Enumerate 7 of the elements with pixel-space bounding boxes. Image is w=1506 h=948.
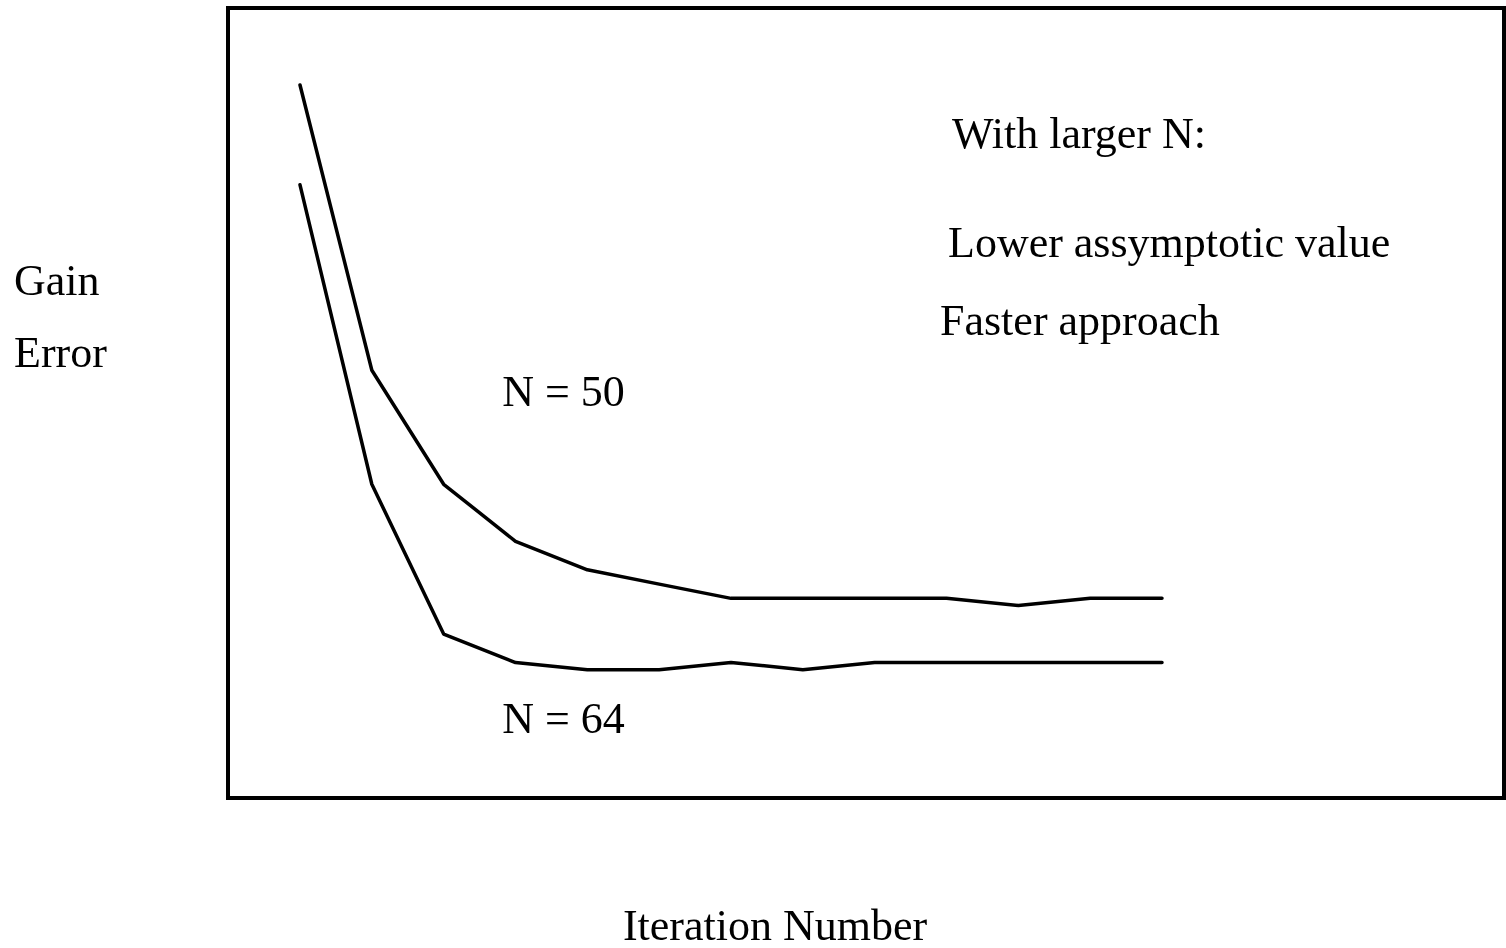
series-label: N = 64 [502,693,625,743]
y-axis-title: Gain Error [14,256,108,377]
annotation: Lower assymptotic value [948,218,1391,267]
annotation: With larger N: [952,109,1207,158]
x-axis-title: Iteration Number [622,901,928,948]
series-label: N = 50 [502,367,625,417]
annotation: Faster approach [940,296,1220,345]
